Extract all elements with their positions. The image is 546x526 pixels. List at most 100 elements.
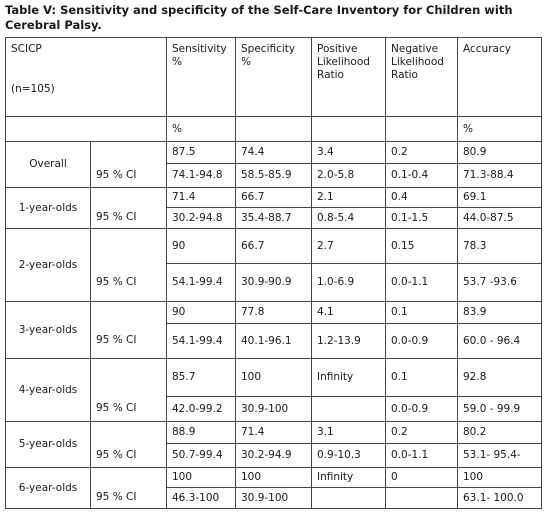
ci-accuracy: 63.1- 100.0: [457, 487, 542, 509]
table-row: 2-year-olds 90 66.7 2.7 0.15 78.3: [5, 228, 542, 302]
value-plr: 2.7: [311, 228, 386, 264]
value-specificity: 77.8: [235, 301, 312, 324]
header-specificity: Specificity %: [235, 37, 312, 117]
ci-label: 95 % CI: [90, 443, 167, 468]
ci-sensitivity: 74.1-94.8: [166, 163, 236, 188]
ci-nlr: 0.0-1.1: [385, 263, 458, 302]
header-nlr: Negative Likelihood Ratio: [385, 37, 458, 117]
ci-nlr: 0.1-0.4: [385, 163, 458, 188]
ci-nlr: [385, 487, 458, 509]
ci-specificity: 35.4-88.7: [235, 207, 312, 229]
ci-nlr: 0.0-0.9: [385, 323, 458, 359]
table-caption: Table V: Sensitivity and specificity of …: [5, 3, 513, 32]
row-label: 1-year-olds: [5, 187, 91, 229]
ci-sensitivity: 30.2-94.8: [166, 207, 236, 229]
value-sensitivity: 85.7: [166, 358, 236, 397]
value-accuracy: 80.9: [457, 141, 542, 164]
ci-specificity: 30.9-100: [235, 396, 312, 422]
value-nlr: 0.1: [385, 358, 458, 397]
ci-sensitivity: 50.7-99.4: [166, 443, 236, 468]
row-label: Overall: [5, 141, 91, 188]
ci-label: 95 % CI: [90, 323, 167, 359]
value-plr: Infinity: [311, 358, 386, 397]
unit-accuracy: %: [457, 116, 542, 142]
ci-nlr: 0.1-1.5: [385, 207, 458, 229]
ci-sensitivity: 54.1-99.4: [166, 263, 236, 302]
value-accuracy: 83.9: [457, 301, 542, 324]
value-accuracy: 80.2: [457, 421, 542, 444]
value-plr: 4.1: [311, 301, 386, 324]
ci-sensitivity: 46.3-100: [166, 487, 236, 509]
results-table: SCICP (n=105) Sensitivity % Specificity …: [5, 37, 542, 509]
ci-accuracy: 71.3-88.4: [457, 163, 542, 188]
ci-sensitivity: 42.0-99.2: [166, 396, 236, 422]
header-scicp-label: SCICP: [11, 43, 42, 55]
blank-cell: [90, 141, 167, 164]
table-row: 3-year-olds 90 77.8 4.1 0.1 83.9: [5, 301, 542, 359]
ci-plr: 1.0-6.9: [311, 263, 386, 302]
value-nlr: 0.15: [385, 228, 458, 264]
value-nlr: 0: [385, 467, 458, 488]
blank-cell: [90, 187, 167, 208]
ci-label: 95 % CI: [90, 163, 167, 188]
ci-label: 95 % CI: [90, 263, 167, 302]
ci-specificity: 58.5-85.9: [235, 163, 312, 188]
ci-nlr: 0.0-0.9: [385, 396, 458, 422]
value-specificity: 66.7: [235, 228, 312, 264]
value-sensitivity: 100: [166, 467, 236, 488]
ci-accuracy: 59.0 - 99.9: [457, 396, 542, 422]
value-sensitivity: 71.4: [166, 187, 236, 208]
unit-sensitivity: %: [166, 116, 236, 142]
blank-cell: [90, 358, 167, 397]
table-row-ci: 95 % CI 42.0-99.2 30.9-100 0.0-0.9 59.0 - 99…: [6, 396, 542, 422]
value-specificity: 100: [235, 358, 312, 397]
ci-plr: [311, 487, 386, 509]
row-label: 2-year-olds: [5, 228, 91, 302]
ci-accuracy: 53.1- 95.4-: [457, 443, 542, 468]
blank-cell: [90, 467, 167, 488]
value-accuracy: 69.1: [457, 187, 542, 208]
value-accuracy: 78.3: [457, 228, 542, 264]
ci-sensitivity: 54.1-99.4: [166, 323, 236, 359]
ci-plr: 1.2-13.9: [311, 323, 386, 359]
value-plr: 3.1: [311, 421, 386, 444]
ci-nlr: 0.0-1.1: [385, 443, 458, 468]
ci-plr: 0.9-10.3: [311, 443, 386, 468]
row-label: 5-year-olds: [5, 421, 91, 468]
ci-plr: 2.0-5.8: [311, 163, 386, 188]
ci-plr: [311, 396, 386, 422]
ci-specificity: 30.9-100: [235, 487, 312, 509]
table-row-ci: 95 % CI 54.1-99.4 30.9-90.9 1.0-6.9 0.0-1.1 5…: [6, 263, 542, 302]
row-label: 4-year-olds: [5, 358, 91, 422]
value-sensitivity: 90: [166, 228, 236, 264]
ci-accuracy: 60.0 - 96.4: [457, 323, 542, 359]
value-nlr: 0.4: [385, 187, 458, 208]
value-accuracy: 92.8: [457, 358, 542, 397]
table-row: 6-year-olds 100 100 Infinity 0 100: [5, 467, 542, 509]
ci-label: 95 % CI: [90, 487, 167, 509]
blank-cell: [90, 421, 167, 444]
value-nlr: 0.2: [385, 141, 458, 164]
ci-accuracy: 53.7 -93.6: [457, 263, 542, 302]
table-row: Overall 87.5 74.4 3.4 0.2 80.9: [5, 141, 542, 188]
value-plr: Infinity: [311, 467, 386, 488]
table-row-ci: 95 % CI 54.1-99.4 40.1-96.1 1.2-13.9 0.0-0.9…: [6, 323, 542, 359]
table-row: 5-year-olds 88.9 71.4 3.1 0.2 80.2: [5, 421, 542, 468]
table-row-ci: 95 % CI 46.3-100 30.9-100 63.1- 100.0: [6, 487, 542, 509]
value-sensitivity: 87.5: [166, 141, 236, 164]
header-sensitivity: Sensitivity %: [166, 37, 236, 117]
header-plr: Positive Likelihood Ratio: [311, 37, 386, 117]
ci-accuracy: 44.0-87.5: [457, 207, 542, 229]
ci-specificity: 40.1-96.1: [235, 323, 312, 359]
ci-specificity: 30.2-94.9: [235, 443, 312, 468]
value-accuracy: 100: [457, 467, 542, 488]
value-specificity: 71.4: [235, 421, 312, 444]
header-sample-size: (n=105): [11, 83, 55, 95]
table-row: 1-year-olds 71.4 66.7 2.1 0.4 69.1: [5, 187, 542, 229]
value-plr: 3.4: [311, 141, 386, 164]
ci-plr: 0.8-5.4: [311, 207, 386, 229]
value-sensitivity: 88.9: [166, 421, 236, 444]
row-label: 3-year-olds: [5, 301, 91, 359]
ci-specificity: 30.9-90.9: [235, 263, 312, 302]
ci-label: 95 % CI: [90, 207, 167, 229]
